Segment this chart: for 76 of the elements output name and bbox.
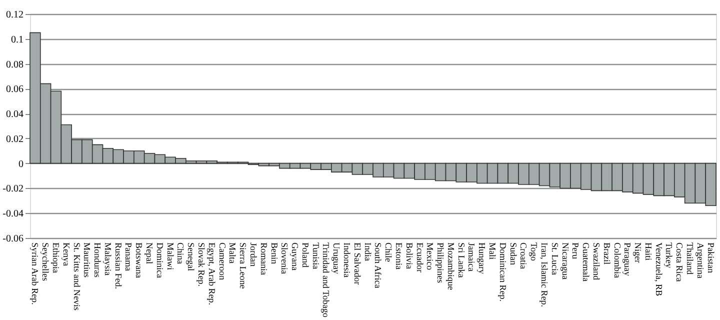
y-tick-label: -0.02 — [2, 184, 24, 195]
y-tick-label: 0.1 — [11, 34, 24, 46]
x-tick-label: Nepal — [144, 242, 155, 264]
x-tick-label: Senegal — [186, 242, 196, 272]
x-tick-label: Pakistan — [706, 242, 716, 274]
x-tick-label: St. Lucia — [550, 242, 560, 275]
x-tick-label: Dominican Rep. — [498, 242, 508, 302]
y-tick-label: 0.02 — [6, 134, 24, 145]
x-tick-label: Honduras — [92, 242, 103, 278]
x-tick-label: Mali — [488, 242, 498, 260]
x-tick-label: Slovak Rep. — [196, 242, 206, 286]
x-tick-label: Malawi — [165, 242, 176, 270]
x-tick-label: Malaysia — [102, 242, 113, 276]
x-tick-label: Romania — [258, 242, 269, 275]
x-tick-label: Poland — [300, 242, 310, 268]
x-tick-label: Thailand — [685, 242, 696, 275]
x-tick-label: Swaziland — [591, 242, 602, 280]
y-tick-label: 0 — [18, 158, 24, 170]
x-tick-label: Panama — [124, 242, 134, 271]
x-tick-label: Chile — [384, 242, 394, 262]
x-tick-label: Jamaica — [466, 242, 477, 272]
x-tick-label: Slovenia — [280, 242, 290, 274]
x-tick-label: Colombia — [612, 242, 622, 278]
x-tick-label: Tunisia — [310, 242, 321, 270]
x-tick-label: El Salvador — [352, 242, 362, 285]
x-tick-label: India — [362, 242, 373, 261]
x-tick-label: Philippines — [436, 242, 446, 284]
x-tick-label: Botswana — [134, 242, 144, 278]
x-tick-label: Cameroon — [217, 242, 228, 280]
x-tick-label: Syrian Arab Rep. — [30, 242, 40, 305]
x-tick-label: China — [176, 242, 186, 264]
y-tick-label: -0.06 — [2, 234, 24, 244]
x-tick-label: Jordan — [248, 242, 258, 267]
x-tick-label: Benin — [269, 242, 280, 264]
x-tick-label: Iran, Islamic Rep. — [540, 242, 550, 307]
x-tick-label: Togo — [529, 242, 540, 262]
x-tick-label: Argentina — [695, 242, 706, 278]
y-tick-label: 0.12 — [6, 10, 24, 20]
x-tick-label: Sierra Leone — [238, 242, 248, 289]
x-tick-label: Croatia — [518, 242, 529, 269]
x-tick-label: Sri Lanka — [456, 242, 466, 278]
x-tick-label: Trinidad and Tobago — [321, 242, 332, 318]
x-tick-label: Brazil — [602, 242, 612, 265]
x-tick-label: Russian Fed. — [113, 242, 124, 290]
x-tick-label: Uruguay — [332, 242, 342, 274]
x-tick-label: South Africa — [373, 242, 384, 288]
x-tick-label: Ethiopia — [50, 242, 61, 273]
x-tick-label: Mexico — [425, 242, 436, 270]
x-tick-label: Peru — [570, 242, 581, 260]
x-tick-label: Turkey — [664, 242, 674, 269]
x-tick-label: Costa Rica — [674, 242, 685, 282]
x-tick-label: Egypt, Arab Rep. — [206, 242, 217, 305]
y-tick-label: -0.04 — [2, 208, 24, 220]
x-tick-label: Nicaragua — [560, 242, 570, 280]
x-tick-label: Mozambique — [446, 242, 456, 290]
x-tick-label: Guyana — [290, 242, 300, 270]
x-tick-label: Seychelles — [40, 242, 51, 282]
x-tick-label: Kenya — [61, 242, 72, 266]
x-tick-label: Estonia — [394, 242, 404, 270]
y-tick-label: 0.04 — [6, 109, 24, 120]
x-tick-label: Hungary — [477, 242, 488, 274]
y-tick-label: 0.06 — [6, 84, 24, 96]
x-tick-label: Mauritius — [82, 242, 92, 278]
x-tick-label: St. Kitts and Nevis — [72, 242, 82, 311]
x-tick-label: Dominica — [154, 242, 165, 278]
y-tick-label: 0.08 — [6, 59, 24, 70]
x-tick-label: Venezuela, RB — [654, 242, 664, 296]
x-tick-label: Malta — [228, 242, 238, 264]
x-tick-label: Sudan — [508, 242, 518, 266]
x-tick-label: Haiti — [643, 242, 654, 261]
x-tick-label: Indonesia — [342, 242, 352, 278]
x-tick-label: Niger — [633, 242, 644, 263]
x-tick-label: Bolivia — [404, 242, 414, 270]
x-tick-label: Paraguay — [622, 242, 633, 276]
x-tick-label: Ecuador — [414, 242, 425, 272]
x-tick-label: Guatemala — [581, 242, 592, 282]
